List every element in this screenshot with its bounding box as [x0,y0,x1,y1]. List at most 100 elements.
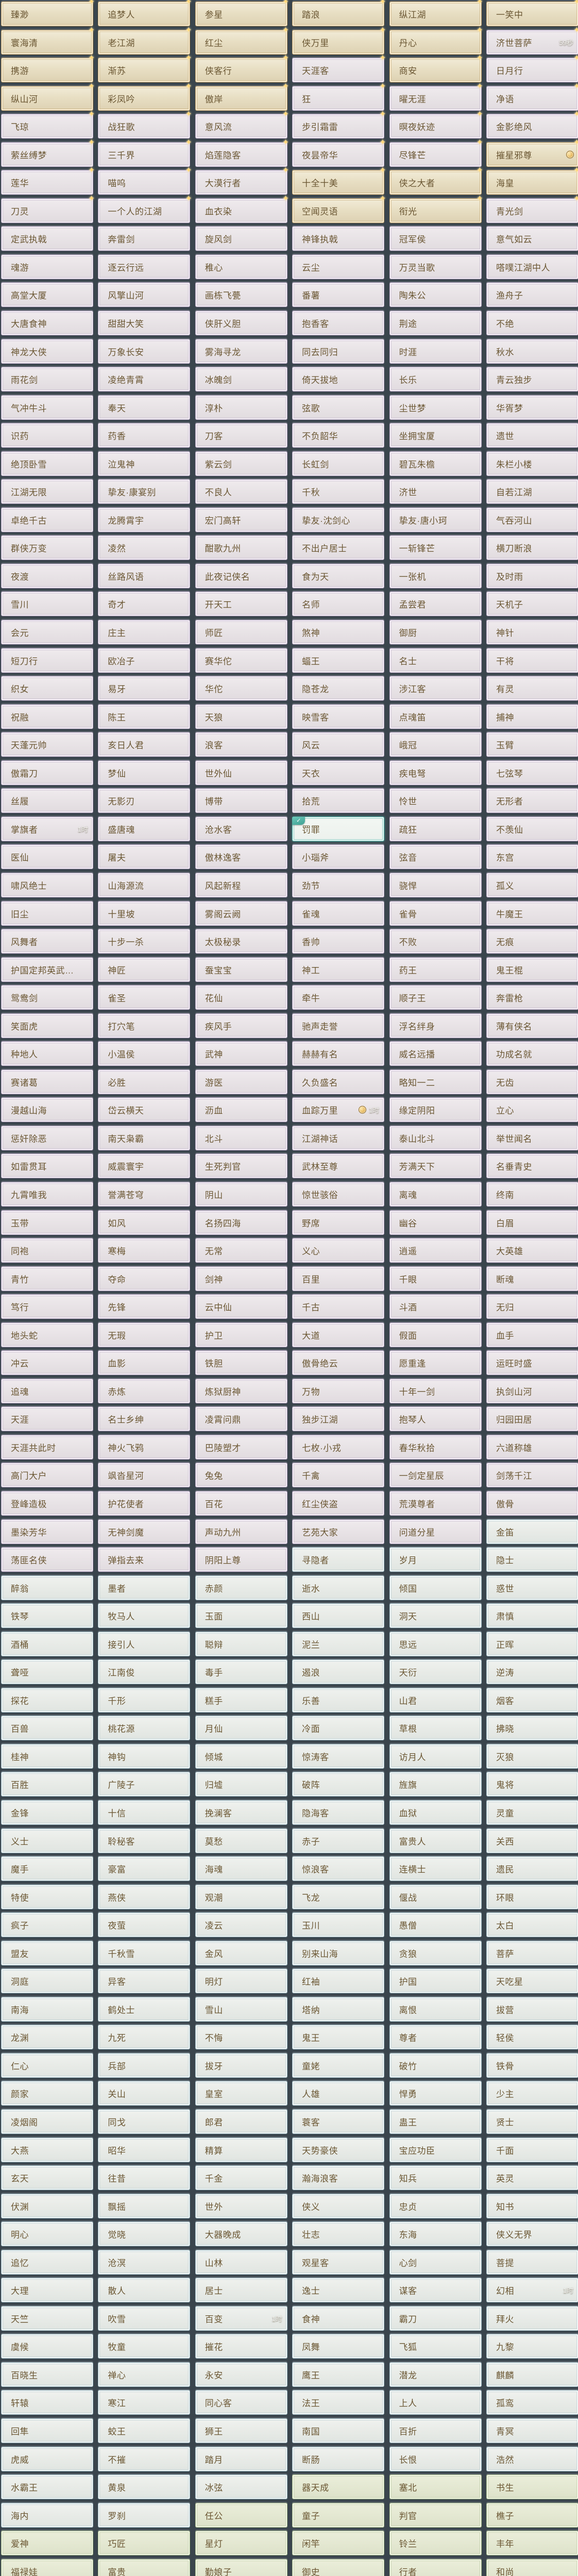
title-cell[interactable]: 大理 [1,2278,93,2303]
title-cell[interactable]: 断肠 [292,2446,385,2471]
title-cell[interactable]: 卓绝千古 [1,507,93,532]
title-cell[interactable]: 铃兰 [389,2531,482,2556]
title-cell[interactable]: 劲节 [292,872,385,897]
title-cell[interactable]: 执剑山河 [486,1378,578,1403]
title-cell[interactable]: 拔营 [486,1996,578,2022]
title-cell[interactable]: 童子 [292,2502,385,2528]
title-cell[interactable]: 无归 [486,1294,578,1319]
title-cell[interactable]: 酒桶 [1,1631,93,1656]
title-cell[interactable]: 遗世 [486,423,578,448]
title-cell[interactable]: 煞神 [292,620,385,645]
title-cell[interactable]: 别来山海 [292,1940,385,1965]
title-cell[interactable]: 药王 [389,957,482,982]
title-cell[interactable]: 十年一剑 [389,1378,482,1403]
title-cell[interactable]: 聆秘客 [98,1828,191,1853]
title-cell[interactable]: 绝顶卧雪 [1,451,93,476]
title-cell[interactable]: 涉江客 [389,676,482,701]
title-cell[interactable]: 南天枭霸 [98,1125,191,1150]
title-cell[interactable]: 百兽 [1,1716,93,1741]
title-cell[interactable]: 菩萨 [486,1940,578,1965]
title-cell[interactable]: 太白 [486,1912,578,1938]
title-cell[interactable]: 护卫 [195,1322,287,1347]
title-cell[interactable]: 鬼王 [292,2025,385,2050]
title-cell[interactable]: 天衣 [292,760,385,785]
title-cell[interactable]: 玉川 [292,1912,385,1938]
title-cell[interactable]: 访月人 [389,1743,482,1769]
title-cell[interactable]: 逆涛 [486,1659,578,1685]
title-cell[interactable]: 伏渊 [1,2193,93,2218]
title-cell[interactable]: 七弦琴 [486,760,578,785]
title-cell[interactable]: 无常 [195,1238,287,1263]
title-cell[interactable]: 神火飞鸦 [98,1434,191,1460]
title-cell[interactable]: 百胜 [1,1772,93,1797]
title-cell[interactable]: 丰年 [486,2531,578,2556]
title-cell[interactable]: 童姥 [292,2053,385,2078]
title-cell[interactable]: 金风 [195,1940,287,1965]
title-cell[interactable]: 上人 [389,2390,482,2415]
title-cell[interactable]: 怜世 [389,788,482,814]
title-cell[interactable]: 定武执戟 [1,226,93,251]
title-cell[interactable]: 携游 ✦ [1,54,95,83]
title-cell[interactable]: 药香 [98,423,191,448]
title-cell[interactable]: 遏浪 [292,1659,385,1685]
title-cell[interactable]: 夜昙帝华 ✦ [292,139,386,167]
title-cell[interactable]: 赤子 [292,1828,385,1853]
title-cell[interactable]: 壮志 [292,2222,385,2247]
title-cell[interactable]: 游医 [195,1069,287,1094]
title-cell[interactable]: 漫越山海 [1,1097,93,1123]
title-cell[interactable]: 天蓬元帅 [1,732,93,757]
title-cell[interactable]: 洞天 [389,1603,482,1629]
title-cell[interactable]: 山林 [195,2249,287,2275]
title-cell[interactable]: 菩提 [486,2249,578,2275]
title-cell[interactable]: 连横士 [389,1856,482,1882]
title-cell[interactable]: 和尚 [486,2558,578,2576]
title-cell[interactable]: 浮名绊身 [389,1013,482,1038]
title-cell[interactable]: 终南 [486,1181,578,1207]
title-cell[interactable]: 明心 [1,2222,93,2247]
title-cell[interactable]: 气冲牛斗 [1,395,93,420]
title-cell[interactable]: 欧冶子 [98,648,191,673]
title-cell[interactable]: 护花使者 [98,1490,191,1516]
title-cell[interactable]: 飞龙 [292,1884,385,1909]
title-cell[interactable]: 雀圣 [98,985,191,1010]
title-cell[interactable]: 墨染芳华 [1,1519,93,1544]
title-cell[interactable]: 师匠 [195,620,287,645]
title-cell[interactable]: 富贵人 [389,1828,482,1853]
title-cell[interactable]: 弹指去来 [98,1547,191,1572]
title-cell[interactable]: 虎威 [1,2446,93,2471]
title-cell[interactable]: 豪富 [98,1856,191,1882]
title-cell[interactable]: 屠夫 [98,844,191,870]
title-cell[interactable]: 秋水 [486,338,578,364]
title-cell[interactable]: 蛟王 [98,2418,191,2444]
title-cell[interactable]: 无痕 [486,929,578,954]
title-cell[interactable]: 步引霜雷 ✦ [292,110,386,139]
title-cell[interactable]: 塔纳 [292,1996,385,2022]
title-cell[interactable]: 济世菩萨 ✦ 59秒 [486,26,578,55]
title-cell[interactable]: 浩然 [486,2446,578,2471]
title-cell[interactable]: 名士乡绅 [98,1406,191,1432]
title-cell[interactable]: 侠义 [292,2193,385,2218]
title-cell[interactable]: 九死 [98,2025,191,2050]
title-cell[interactable]: 狮王 [195,2418,287,2444]
title-cell[interactable]: 挚友·唐小珂 [389,507,482,532]
title-cell[interactable]: 气吞河山 [486,507,578,532]
title-cell[interactable]: 芳满天下 [389,1154,482,1179]
title-cell[interactable]: 宏门高轩 [195,507,287,532]
title-cell[interactable]: 神锋执戟 [292,226,385,251]
title-cell[interactable]: 冰魄剑 [195,367,287,392]
title-cell[interactable]: 千秋雪 [98,1940,191,1965]
title-cell[interactable]: 江南俊 [98,1659,191,1685]
title-cell[interactable]: 刀灵 ✦ [1,195,95,223]
title-cell[interactable]: 时涯 [389,338,482,364]
title-cell[interactable]: 义士 [1,1828,93,1853]
title-cell[interactable]: 血影 [98,1350,191,1376]
title-cell[interactable]: 盟友 [1,1940,93,1965]
title-cell[interactable]: 野席 [292,1210,385,1235]
title-cell[interactable]: 雀魂 [292,901,385,926]
title-cell[interactable]: 凌然 [98,535,191,561]
title-cell[interactable]: 无神剑魔 [98,1519,191,1544]
title-cell[interactable]: 丝履 [1,788,93,814]
title-cell[interactable]: 威震寰宇 [98,1154,191,1179]
title-cell[interactable]: 略知一二 [389,1069,482,1094]
title-cell[interactable]: 醉翁 [1,1575,93,1600]
